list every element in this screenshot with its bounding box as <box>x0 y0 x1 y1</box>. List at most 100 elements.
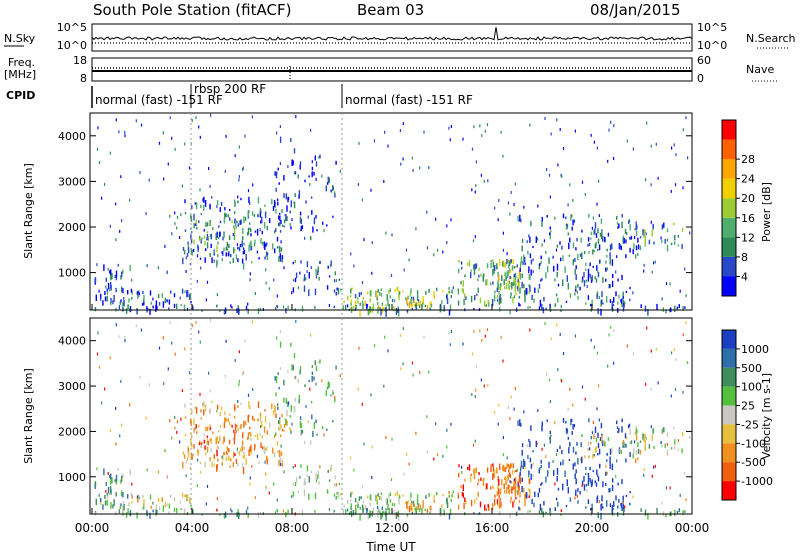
range-cell <box>275 187 277 192</box>
range-cell <box>367 513 369 520</box>
range-cell <box>318 481 320 485</box>
range-cell <box>417 301 419 305</box>
range-cell <box>471 393 473 396</box>
range-cell <box>579 458 581 461</box>
range-cell <box>570 418 572 426</box>
range-cell <box>279 420 281 426</box>
range-cell <box>452 286 454 290</box>
range-cell <box>461 465 463 469</box>
range-cell <box>110 298 112 303</box>
range-cell <box>526 240 528 244</box>
range-cell <box>487 299 489 304</box>
range-cell <box>137 498 139 503</box>
range-cell <box>350 456 352 460</box>
range-cell <box>518 302 520 307</box>
range-cell <box>122 288 124 294</box>
range-cell <box>644 509 647 516</box>
range-cell <box>532 450 534 453</box>
range-cell <box>540 279 542 282</box>
range-cell <box>595 446 597 453</box>
range-cell <box>376 301 379 306</box>
range-cell <box>596 407 598 411</box>
range-cell <box>557 501 559 507</box>
range-cell <box>245 458 247 465</box>
range-cell <box>184 199 186 204</box>
range-cell <box>437 453 439 457</box>
range-cell <box>213 454 216 459</box>
range-cell <box>562 418 565 423</box>
range-cell <box>496 491 498 497</box>
range-cell <box>559 128 561 131</box>
range-cell <box>530 269 532 276</box>
range-cell <box>596 294 598 299</box>
range-cell <box>327 176 329 184</box>
range-cell <box>448 286 450 290</box>
range-cell <box>449 138 451 142</box>
range-cell <box>519 214 521 222</box>
range-cell <box>581 180 584 184</box>
range-cell <box>283 266 285 270</box>
range-cell <box>635 254 637 259</box>
range-cell <box>259 511 262 515</box>
range-cell <box>129 468 131 476</box>
range-cell <box>513 295 515 299</box>
range-cell <box>524 290 526 297</box>
range-cell <box>477 287 479 293</box>
range-cell <box>464 293 466 298</box>
range-cell <box>110 506 112 509</box>
range-cell <box>102 504 104 510</box>
range-cell <box>263 241 265 249</box>
range-cell <box>556 467 559 475</box>
range-cell <box>100 497 102 503</box>
range-cell <box>517 485 520 492</box>
range-cell <box>241 240 243 248</box>
range-cell <box>590 481 592 484</box>
range-cell <box>498 504 501 509</box>
range-cell <box>605 471 607 476</box>
range-cell <box>265 472 267 476</box>
range-cell <box>274 511 277 515</box>
range-cell <box>502 464 505 472</box>
range-cell <box>202 198 204 202</box>
range-cell <box>415 508 417 512</box>
range-cell <box>457 290 460 295</box>
range-cell <box>519 273 522 280</box>
range-cell <box>613 124 615 128</box>
range-cell <box>592 470 594 473</box>
range-cell <box>248 449 250 457</box>
range-cell <box>310 440 312 445</box>
range-cell <box>399 129 401 132</box>
range-cell <box>157 293 160 299</box>
range-cell <box>562 483 564 491</box>
range-cell <box>492 259 494 263</box>
range-cell <box>237 258 239 263</box>
range-cell <box>123 504 125 511</box>
range-cell <box>260 220 262 224</box>
range-cell <box>233 225 235 229</box>
range-cell <box>390 273 393 277</box>
range-cell <box>310 266 312 270</box>
range-cell <box>141 303 144 306</box>
range-cell <box>369 292 372 297</box>
range-cell <box>283 219 286 224</box>
range-cell <box>376 291 378 298</box>
range-cell <box>188 166 191 170</box>
range-cell <box>318 156 320 159</box>
range-cell <box>590 338 592 342</box>
range-cell <box>446 502 449 508</box>
range-cell <box>249 426 251 430</box>
range-cell <box>338 278 340 281</box>
range-cell <box>460 485 462 489</box>
range-cell <box>674 509 676 517</box>
range-cell <box>612 508 615 510</box>
range-cell <box>463 298 465 305</box>
range-cell <box>484 300 486 307</box>
range-cell <box>507 201 510 205</box>
range-cell <box>615 474 617 478</box>
range-cell <box>533 502 535 508</box>
range-cell <box>608 284 610 289</box>
range-cell <box>569 183 571 187</box>
range-cell <box>272 410 275 416</box>
range-cell <box>184 433 187 437</box>
range-cell <box>629 298 631 302</box>
